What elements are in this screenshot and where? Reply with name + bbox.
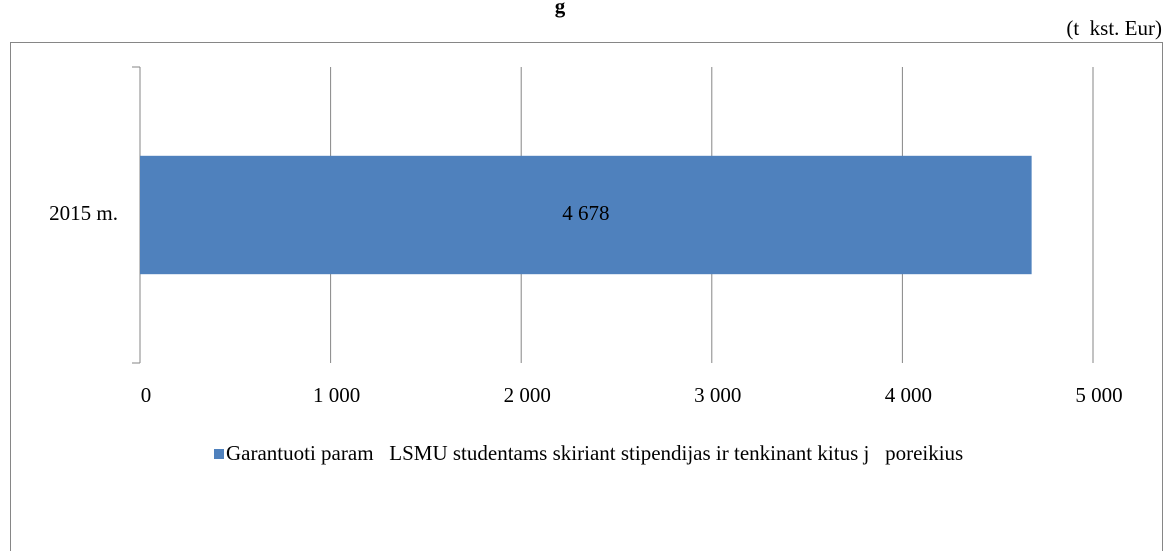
x-tick-label: 0 xyxy=(141,383,152,407)
x-tick-label: 3 000 xyxy=(694,383,741,407)
x-tick-label: 2 000 xyxy=(504,383,551,407)
x-tick-label: 5 000 xyxy=(1075,383,1122,407)
x-tick-label: 1 000 xyxy=(313,383,360,407)
x-tick-label: 4 000 xyxy=(885,383,932,407)
legend-swatch xyxy=(214,449,224,459)
unit-label: (t kst. Eur) xyxy=(1066,16,1162,40)
legend-label: Garantuoti param LSMU studentams skirian… xyxy=(226,441,963,465)
data-label: 4 678 xyxy=(562,201,609,225)
chart-frame xyxy=(10,42,1163,556)
bar xyxy=(140,155,1032,275)
chart-title: g xyxy=(555,0,566,18)
y-tick-label: 2015 m. xyxy=(49,201,118,225)
